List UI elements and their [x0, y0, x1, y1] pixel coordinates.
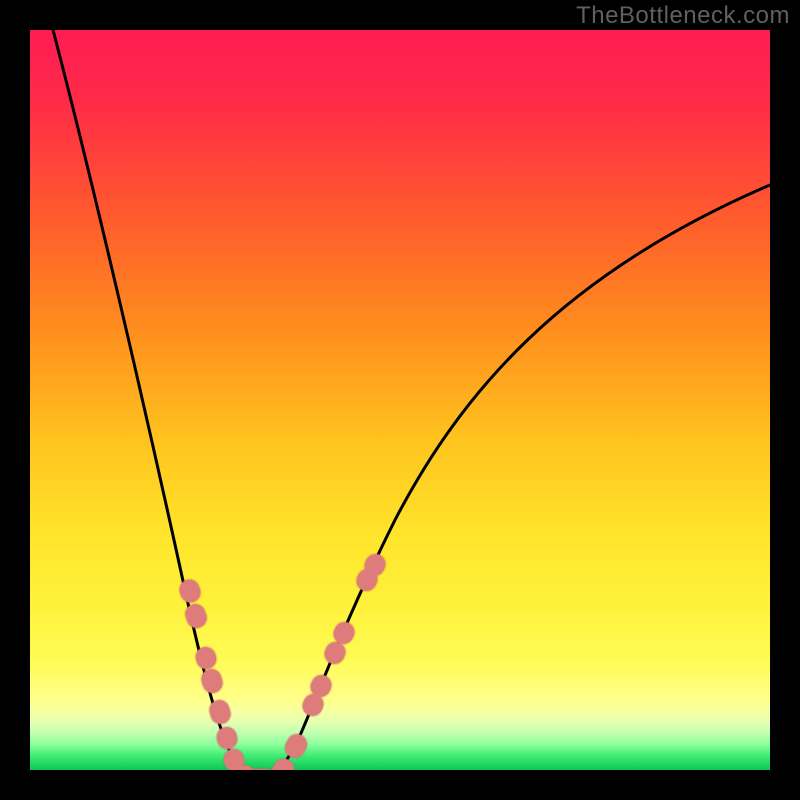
background-layer — [0, 0, 800, 800]
data-marker — [295, 744, 297, 748]
data-marker — [313, 704, 314, 706]
data-marker — [367, 579, 368, 581]
data-marker — [344, 632, 345, 634]
data-marker — [195, 614, 196, 618]
chart-root: TheBottleneck.com — [0, 0, 800, 800]
data-marker — [219, 710, 220, 714]
data-marker — [211, 679, 212, 683]
data-marker — [375, 564, 376, 566]
chart-svg — [0, 0, 800, 800]
data-marker — [321, 685, 322, 687]
data-marker — [206, 657, 207, 659]
watermark-text: TheBottleneck.com — [576, 2, 790, 30]
data-marker — [189, 590, 190, 593]
data-marker — [335, 652, 336, 654]
